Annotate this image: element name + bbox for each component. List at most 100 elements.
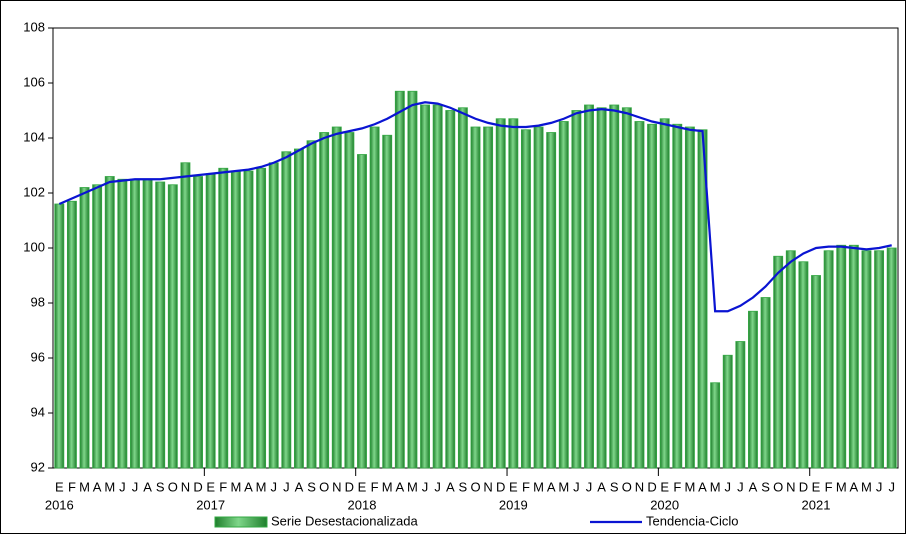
bar bbox=[874, 250, 885, 469]
x-tick-label: S bbox=[459, 479, 468, 494]
bar bbox=[886, 247, 897, 469]
bar bbox=[92, 184, 103, 469]
bar bbox=[773, 255, 784, 469]
x-tick-label: N bbox=[332, 479, 341, 494]
bar bbox=[470, 126, 481, 469]
bar bbox=[684, 126, 695, 469]
bar bbox=[836, 244, 847, 469]
bar bbox=[293, 148, 304, 469]
bar bbox=[218, 167, 229, 469]
x-tick-label: N bbox=[786, 479, 795, 494]
bar bbox=[558, 121, 569, 469]
y-tick-label: 98 bbox=[31, 294, 45, 309]
x-tick-label: N bbox=[181, 479, 190, 494]
y-tick-label: 100 bbox=[23, 239, 45, 254]
bar bbox=[483, 126, 494, 469]
x-tick-label: A bbox=[295, 479, 304, 494]
bar bbox=[66, 200, 77, 469]
bar bbox=[760, 297, 771, 469]
bar bbox=[357, 154, 367, 469]
x-tick-label: M bbox=[861, 479, 872, 494]
bar bbox=[205, 173, 216, 469]
bar bbox=[584, 104, 594, 469]
legend-label: Serie Desestacionalizada bbox=[271, 513, 418, 528]
bar bbox=[823, 250, 834, 469]
x-tick-label: J bbox=[132, 479, 139, 494]
x-tick-label: J bbox=[573, 479, 580, 494]
x-tick-label: D bbox=[345, 479, 354, 494]
x-tick-label: F bbox=[371, 479, 379, 494]
x-tick-label: D bbox=[647, 479, 656, 494]
bar bbox=[848, 244, 859, 469]
x-tick-label: F bbox=[68, 479, 76, 494]
bar bbox=[193, 176, 203, 469]
x-tick-label: M bbox=[79, 479, 90, 494]
x-tick-label: M bbox=[256, 479, 267, 494]
x-tick-label: J bbox=[888, 479, 895, 494]
x-tick-label: S bbox=[156, 479, 165, 494]
bar bbox=[546, 132, 557, 469]
y-tick-label: 106 bbox=[23, 74, 45, 89]
x-tick-label: E bbox=[55, 479, 64, 494]
bar bbox=[634, 121, 645, 469]
x-tick-label: A bbox=[446, 479, 455, 494]
year-label: 2020 bbox=[650, 497, 679, 512]
x-tick-label: J bbox=[270, 479, 277, 494]
y-tick-label: 92 bbox=[31, 459, 45, 474]
bar bbox=[735, 341, 746, 469]
bar bbox=[130, 178, 140, 469]
x-tick-label: A bbox=[698, 479, 707, 494]
bar bbox=[609, 104, 620, 469]
x-tick-label: A bbox=[93, 479, 102, 494]
x-tick-label: S bbox=[610, 479, 619, 494]
y-tick-label: 108 bbox=[23, 19, 45, 34]
bar bbox=[104, 176, 115, 469]
x-tick-label: F bbox=[219, 479, 227, 494]
x-tick-label: O bbox=[319, 479, 329, 494]
x-tick-label: A bbox=[143, 479, 152, 494]
x-tick-label: A bbox=[547, 479, 556, 494]
x-tick-label: J bbox=[283, 479, 290, 494]
bar bbox=[621, 107, 632, 469]
x-tick-label: F bbox=[522, 479, 530, 494]
bar bbox=[722, 354, 733, 469]
bar bbox=[659, 118, 670, 469]
bar bbox=[306, 140, 317, 469]
x-tick-label: J bbox=[737, 479, 744, 494]
bar bbox=[117, 178, 128, 469]
bar bbox=[571, 110, 582, 469]
bar bbox=[811, 275, 821, 469]
x-tick-label: O bbox=[622, 479, 632, 494]
x-tick-label: O bbox=[470, 479, 480, 494]
y-tick-label: 94 bbox=[31, 404, 45, 419]
year-label: 2017 bbox=[196, 497, 225, 512]
x-tick-label: A bbox=[749, 479, 758, 494]
x-tick-label: M bbox=[407, 479, 418, 494]
x-tick-label: M bbox=[382, 479, 393, 494]
x-tick-label: O bbox=[773, 479, 783, 494]
bar bbox=[672, 123, 683, 469]
bar bbox=[508, 118, 519, 469]
bar bbox=[432, 104, 443, 469]
bar bbox=[256, 167, 267, 469]
x-tick-label: A bbox=[244, 479, 253, 494]
bar bbox=[457, 107, 468, 469]
y-tick-label: 96 bbox=[31, 349, 45, 364]
x-tick-label: J bbox=[586, 479, 593, 494]
x-tick-label: D bbox=[496, 479, 505, 494]
x-tick-label: S bbox=[307, 479, 316, 494]
x-tick-label: N bbox=[483, 479, 492, 494]
x-tick-label: J bbox=[422, 479, 429, 494]
bar bbox=[344, 132, 355, 469]
bar bbox=[785, 250, 796, 469]
x-tick-label: J bbox=[434, 479, 441, 494]
x-tick-label: N bbox=[635, 479, 644, 494]
x-tick-label: M bbox=[684, 479, 695, 494]
bar bbox=[445, 110, 456, 469]
bar bbox=[521, 129, 531, 469]
x-tick-label: J bbox=[119, 479, 126, 494]
bar bbox=[142, 178, 153, 469]
x-tick-label: J bbox=[724, 479, 731, 494]
bar bbox=[407, 90, 418, 469]
